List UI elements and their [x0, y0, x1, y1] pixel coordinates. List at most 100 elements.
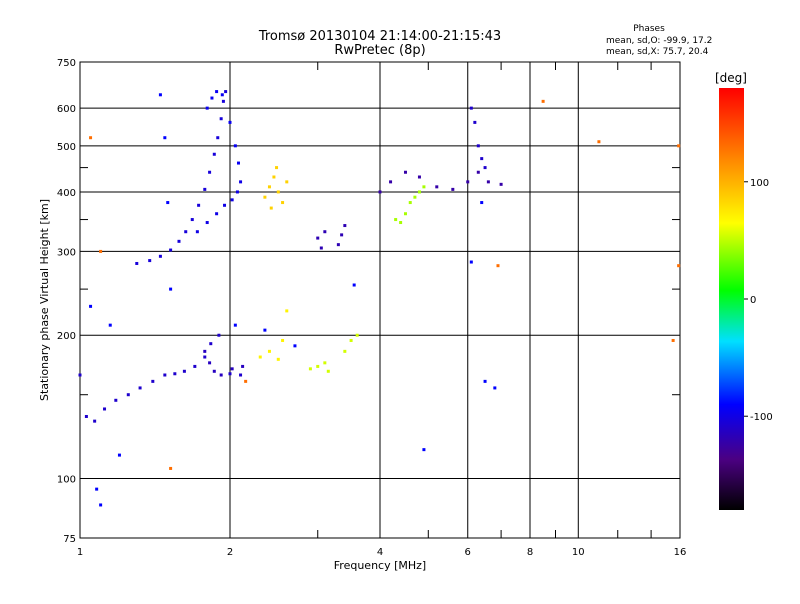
plot-frame: [79, 61, 681, 539]
data-point: [215, 212, 219, 216]
x-tick-label: 1: [77, 547, 83, 558]
data-point: [258, 355, 262, 359]
data-point: [480, 201, 484, 205]
data-point: [212, 369, 216, 373]
data-point: [163, 373, 167, 377]
data-point: [210, 96, 214, 100]
data-point: [163, 136, 167, 140]
data-point: [276, 190, 280, 194]
data-point: [677, 144, 681, 148]
data-point: [126, 393, 130, 397]
data-point: [203, 349, 207, 353]
data-point: [108, 323, 112, 327]
data-point: [221, 99, 225, 103]
data-point: [223, 203, 227, 207]
data-point: [272, 175, 276, 179]
y-tick-label: 75: [63, 534, 76, 545]
data-point: [236, 161, 240, 165]
y-axis-ticks: 75 100 200 300 400 500 600 750: [57, 58, 680, 545]
data-point: [281, 201, 285, 205]
data-point: [355, 333, 359, 337]
data-point: [190, 218, 194, 222]
y-tick-label: 100: [57, 475, 76, 486]
data-point: [417, 175, 421, 179]
data-point: [349, 338, 353, 342]
data-point: [184, 230, 188, 234]
data-point: [138, 386, 142, 390]
x-tick-label: 2: [227, 547, 233, 558]
data-point: [205, 221, 209, 225]
data-point: [263, 195, 267, 199]
data-point: [483, 166, 487, 170]
colorbar-tick-label: -100: [750, 412, 773, 423]
data-point: [151, 379, 155, 383]
data-point: [169, 287, 173, 291]
y-tick-label: 200: [57, 331, 76, 342]
data-point: [417, 190, 421, 194]
data-point: [469, 260, 473, 264]
data-point: [99, 503, 103, 507]
data-point: [476, 170, 480, 174]
data-point: [486, 180, 490, 184]
data-point: [209, 342, 213, 346]
data-point: [422, 448, 426, 452]
colorbar-tick-label: 0: [750, 295, 756, 306]
data-point: [403, 170, 407, 174]
data-point: [267, 185, 271, 189]
colorbar-tick-label: 100: [750, 178, 769, 189]
data-point: [230, 198, 234, 202]
data-point: [241, 364, 245, 368]
data-point: [203, 187, 207, 191]
data-point: [219, 373, 223, 377]
data-point: [173, 372, 177, 376]
data-point: [285, 180, 289, 184]
data-point: [212, 152, 216, 156]
data-point: [193, 364, 197, 368]
data-point: [483, 379, 487, 383]
data-point: [480, 157, 484, 161]
data-point: [177, 239, 181, 243]
data-point: [195, 230, 199, 234]
data-point: [117, 453, 121, 457]
x-axis-ticks: 1 2 4 6 8 10 16: [77, 62, 687, 558]
y-tick-label: 400: [57, 188, 76, 199]
data-point: [263, 328, 267, 332]
data-point: [169, 248, 173, 252]
data-point: [343, 349, 347, 353]
data-point: [326, 369, 330, 373]
colorbar: [719, 88, 744, 510]
x-axis-label: Frequency [MHz]: [334, 559, 426, 572]
x-tick-label: 16: [674, 547, 687, 558]
data-point: [208, 361, 212, 365]
colorbar-label: [deg]: [715, 71, 747, 85]
chart-title: Tromsø 20130104 21:14:00-21:15:43: [258, 29, 501, 44]
data-point: [219, 117, 223, 121]
x-tick-label: 6: [465, 547, 471, 558]
data-point: [158, 254, 162, 258]
data-point: [228, 372, 232, 376]
data-point: [466, 180, 470, 184]
x-tick-label: 4: [377, 547, 383, 558]
data-point: [316, 364, 320, 368]
data-point: [239, 180, 243, 184]
data-point: [343, 224, 347, 228]
data-point: [169, 466, 173, 470]
data-point: [473, 120, 477, 124]
y-axis-label: Stationary phase Virtual Height [km]: [38, 199, 51, 401]
data-point: [541, 99, 545, 103]
data-point: [493, 386, 497, 390]
grid: [80, 62, 680, 538]
data-point: [399, 221, 403, 225]
data-point: [224, 90, 228, 94]
data-point: [215, 90, 219, 94]
data-point: [197, 203, 201, 207]
data-point: [182, 369, 186, 373]
data-point: [499, 182, 503, 186]
data-point: [422, 185, 426, 189]
y-tick-label: 600: [57, 104, 76, 115]
data-point: [217, 333, 221, 337]
data-point: [220, 93, 224, 97]
data-point: [269, 206, 273, 210]
data-point: [496, 264, 500, 268]
